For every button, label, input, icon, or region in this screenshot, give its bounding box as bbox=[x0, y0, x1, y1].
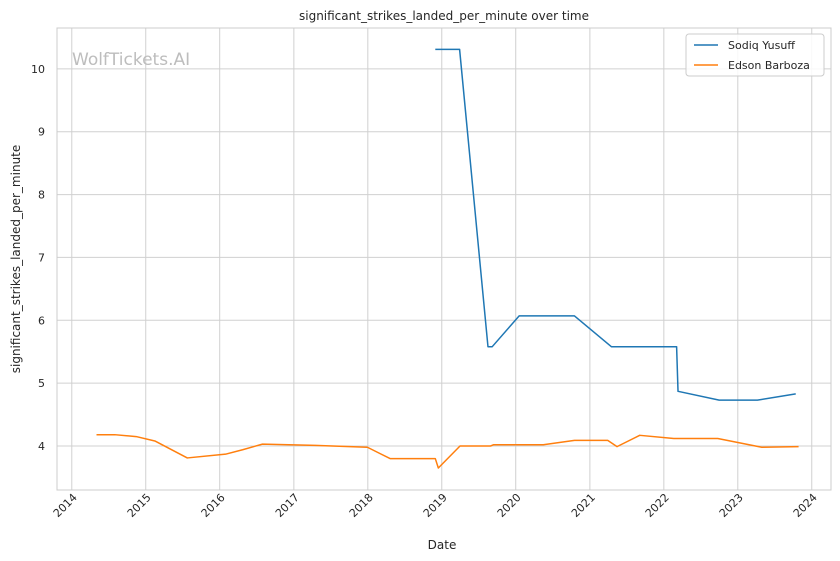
x-axis-title: Date bbox=[428, 538, 457, 552]
series-line-2 bbox=[96, 433, 799, 469]
legend-label: Edson Barboza bbox=[728, 59, 810, 72]
y-tick-label: 5 bbox=[38, 377, 45, 390]
chart-title: significant_strikes_landed_per_minute ov… bbox=[299, 9, 589, 23]
grid-lines bbox=[57, 28, 831, 490]
legend-label: Sodiq Yusuff bbox=[728, 39, 795, 52]
y-tick-label: 6 bbox=[38, 314, 45, 327]
series-lines bbox=[96, 48, 799, 469]
y-tick-label: 8 bbox=[38, 189, 45, 202]
legend-box bbox=[685, 33, 825, 77]
y-axis-title: significant_strikes_landed_per_minute bbox=[9, 145, 23, 374]
plot-area-frame bbox=[56, 27, 832, 491]
y-tick-label: 9 bbox=[38, 126, 45, 139]
chart-legend: Sodiq Yusuff Edson Barboza bbox=[685, 33, 825, 77]
y-tick-label: 7 bbox=[38, 251, 45, 264]
y-tick-label: 4 bbox=[38, 440, 45, 453]
y-tick-labels: 4 5 6 7 8 9 10 bbox=[31, 63, 45, 453]
series-line-1 bbox=[435, 48, 796, 401]
watermark-text: WolfTickets.AI bbox=[72, 50, 190, 70]
y-tick-label: 10 bbox=[31, 63, 45, 76]
